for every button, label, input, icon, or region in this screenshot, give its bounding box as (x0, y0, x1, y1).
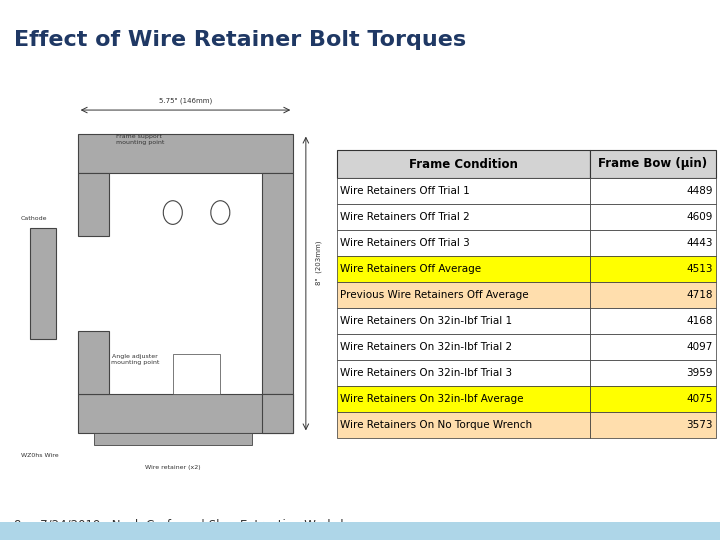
Text: Wire Retainers Off Trial 1: Wire Retainers Off Trial 1 (340, 186, 469, 196)
Bar (337, 230, 590, 256)
Bar (337, 334, 590, 360)
Polygon shape (78, 134, 293, 173)
Polygon shape (94, 433, 252, 445)
Text: Wire Retainers On 32in-lbf Average: Wire Retainers On 32in-lbf Average (340, 394, 523, 404)
Polygon shape (78, 173, 109, 236)
Bar (337, 256, 590, 282)
Text: 4443: 4443 (686, 238, 713, 248)
Bar (337, 282, 590, 308)
Bar (337, 308, 590, 334)
Bar (590, 412, 716, 438)
Bar (590, 230, 716, 256)
Circle shape (211, 201, 230, 225)
Bar (590, 256, 716, 282)
Bar (590, 386, 716, 412)
Text: Cathode: Cathode (21, 217, 48, 221)
Text: Angle adjuster
mounting point: Angle adjuster mounting point (111, 354, 159, 365)
Bar (337, 412, 590, 438)
Polygon shape (30, 228, 55, 339)
Text: 4075: 4075 (687, 394, 713, 404)
Text: Wire Retainers On 32in-lbf Trial 1: Wire Retainers On 32in-lbf Trial 1 (340, 316, 512, 326)
Bar (337, 178, 590, 204)
Text: 5.75" (146mm): 5.75" (146mm) (159, 97, 212, 104)
Text: 3959: 3959 (686, 368, 713, 378)
Text: 8"  (203mm): 8" (203mm) (315, 240, 322, 285)
Text: Previous Wire Retainers Off Average: Previous Wire Retainers Off Average (340, 290, 528, 300)
Bar (590, 178, 716, 204)
Bar (590, 360, 716, 386)
Text: 3573: 3573 (686, 420, 713, 430)
Polygon shape (261, 394, 293, 433)
Bar (590, 308, 716, 334)
Text: 4489: 4489 (686, 186, 713, 196)
Polygon shape (78, 331, 109, 394)
Bar (337, 386, 590, 412)
Bar (337, 204, 590, 230)
Text: WZ0hs Wire: WZ0hs Wire (21, 453, 58, 458)
Polygon shape (78, 394, 293, 433)
Text: Wire Retainers Off Trial 2: Wire Retainers Off Trial 2 (340, 212, 469, 222)
Text: Wire Retainers On No Torque Wrench: Wire Retainers On No Torque Wrench (340, 420, 532, 430)
Text: Wire Retainers Off Average: Wire Retainers Off Average (340, 264, 481, 274)
Text: 4513: 4513 (686, 264, 713, 274)
Text: Wire Retainers On 32in-lbf Trial 3: Wire Retainers On 32in-lbf Trial 3 (340, 368, 512, 378)
Text: Frame support
mounting point: Frame support mounting point (116, 134, 164, 145)
Text: 4168: 4168 (686, 316, 713, 326)
Text: Wire retainer (x2): Wire retainer (x2) (145, 465, 201, 470)
Text: 4609: 4609 (687, 212, 713, 222)
Text: Wire Retainers On 32in-lbf Trial 2: Wire Retainers On 32in-lbf Trial 2 (340, 342, 512, 352)
Text: 8     7/24/2019   Noah Curfman | Slow Extraction Workshop: 8 7/24/2019 Noah Curfman | Slow Extracti… (14, 519, 362, 532)
Bar (337, 150, 590, 178)
Polygon shape (261, 173, 293, 394)
Text: Frame Condition: Frame Condition (409, 158, 518, 171)
Text: Wire Retainers Off Trial 3: Wire Retainers Off Trial 3 (340, 238, 469, 248)
Text: 4097: 4097 (687, 342, 713, 352)
Polygon shape (173, 354, 220, 394)
Bar (590, 150, 716, 178)
Text: 4718: 4718 (686, 290, 713, 300)
Bar (337, 360, 590, 386)
Bar (590, 334, 716, 360)
Text: Effect of Wire Retainer Bolt Torques: Effect of Wire Retainer Bolt Torques (14, 30, 466, 50)
Bar (590, 204, 716, 230)
Circle shape (163, 201, 182, 225)
Bar (590, 282, 716, 308)
Bar (0, 522, 720, 540)
Text: Frame Bow (μin): Frame Bow (μin) (598, 158, 708, 171)
Text: ✥ Fermilab: ✥ Fermilab (630, 524, 706, 537)
